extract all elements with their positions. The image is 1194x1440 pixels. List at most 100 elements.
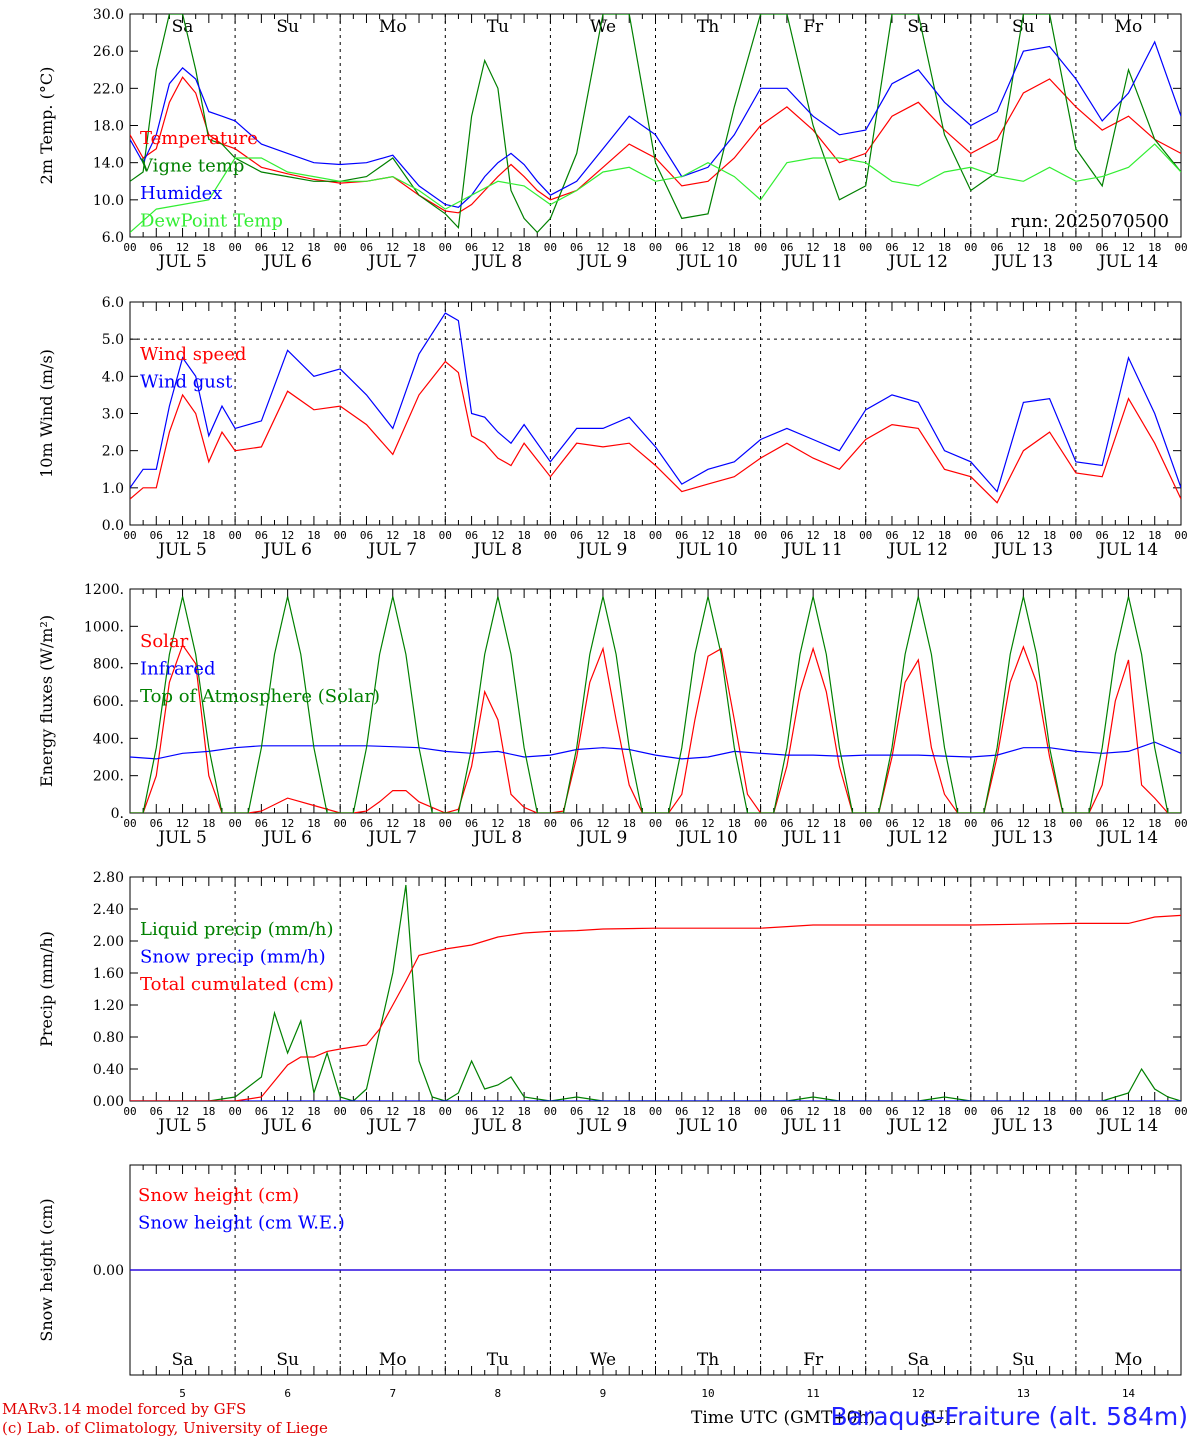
y-tick-label: 1.20 bbox=[93, 998, 124, 1014]
x-hour-label: 18 bbox=[307, 817, 320, 830]
legend-entry: Liquid precip (mm/h) bbox=[140, 919, 334, 940]
x-day-number: 8 bbox=[495, 1387, 502, 1400]
y-tick-label: 0.40 bbox=[93, 1062, 124, 1078]
x-hour-label: 06 bbox=[360, 241, 373, 254]
x-day-label: JUL 6 bbox=[261, 1116, 312, 1136]
x-hour-label: 12 bbox=[807, 817, 820, 830]
x-hour-label: 12 bbox=[1017, 241, 1030, 254]
x-day-number: 10 bbox=[701, 1387, 714, 1400]
x-hour-label: 00 bbox=[228, 241, 241, 254]
weekday-label: Mo bbox=[1115, 1350, 1143, 1370]
y-axis-title: Precip (mm/h) bbox=[37, 931, 56, 1047]
x-hour-label: 18 bbox=[728, 817, 741, 830]
x-hour-label: 06 bbox=[1096, 1105, 1109, 1118]
x-hour-label: 06 bbox=[570, 1105, 583, 1118]
x-day-label: JUL 12 bbox=[887, 252, 948, 272]
x-hour-label: 12 bbox=[281, 529, 294, 542]
x-hour-label: 06 bbox=[360, 817, 373, 830]
x-day-label: JUL 5 bbox=[156, 252, 207, 272]
y-tick-label: 5.0 bbox=[102, 332, 124, 348]
x-hour-label: 18 bbox=[728, 241, 741, 254]
x-hour-label: 06 bbox=[465, 529, 478, 542]
x-hour-label: 12 bbox=[1122, 241, 1135, 254]
legend-entry: Temperature bbox=[140, 128, 258, 149]
series-line-liquid-precip-mm-h- bbox=[130, 884, 1181, 1101]
x-hour-label: 12 bbox=[176, 1105, 189, 1118]
x-hour-label: 18 bbox=[307, 529, 320, 542]
y-tick-label: 3.0 bbox=[102, 407, 124, 423]
x-hour-label: 12 bbox=[386, 817, 399, 830]
series-line-solar bbox=[130, 643, 1181, 813]
y-axis-title: Snow height (cm) bbox=[37, 1198, 56, 1341]
x-hour-label: 00 bbox=[439, 817, 452, 830]
y-tick-label: 14.0 bbox=[93, 156, 124, 172]
x-hour-label: 18 bbox=[518, 817, 531, 830]
y-tick-label: 26.0 bbox=[93, 44, 124, 60]
x-hour-label: 00 bbox=[1069, 241, 1082, 254]
x-day-label: JUL 6 bbox=[261, 252, 312, 272]
x-day-label: JUL 14 bbox=[1097, 828, 1158, 848]
weekday-label: Su bbox=[1012, 1350, 1035, 1370]
x-hour-label: 00 bbox=[754, 817, 767, 830]
x-hour-label: 12 bbox=[491, 817, 504, 830]
x-hour-label: 18 bbox=[938, 529, 951, 542]
x-hour-label: 06 bbox=[780, 817, 793, 830]
x-hour-label: 00 bbox=[228, 817, 241, 830]
x-hour-label: 18 bbox=[1043, 817, 1056, 830]
x-day-label: JUL 8 bbox=[472, 540, 523, 560]
legend-entry: Humidex bbox=[140, 183, 222, 204]
x-hour-label: 06 bbox=[465, 817, 478, 830]
y-tick-label: 1000. bbox=[84, 619, 124, 635]
x-hour-label: 00 bbox=[439, 241, 452, 254]
x-hour-label: 06 bbox=[255, 529, 268, 542]
series-line-wind-speed bbox=[130, 360, 1181, 504]
x-hour-label: 00 bbox=[964, 529, 977, 542]
x-day-label: JUL 9 bbox=[577, 252, 628, 272]
x-hour-label: 06 bbox=[885, 241, 898, 254]
weekday-label: Sa bbox=[907, 17, 929, 37]
x-day-label: JUL 10 bbox=[676, 252, 737, 272]
x-hour-label: 18 bbox=[728, 529, 741, 542]
x-hour-label: 06 bbox=[570, 529, 583, 542]
x-hour-label: 00 bbox=[649, 241, 662, 254]
x-hour-label: 00 bbox=[964, 1105, 977, 1118]
x-hour-label: 00 bbox=[1069, 529, 1082, 542]
x-hour-label: 06 bbox=[150, 1105, 163, 1118]
x-hour-label: 18 bbox=[623, 817, 636, 830]
x-hour-label: 00 bbox=[544, 817, 557, 830]
x-hour-label: 00 bbox=[439, 529, 452, 542]
weekday-label: Fr bbox=[803, 17, 824, 37]
x-hour-label: 00 bbox=[964, 817, 977, 830]
x-day-number: 9 bbox=[600, 1387, 607, 1400]
legend-entry: Wind speed bbox=[140, 344, 246, 365]
legend-entry: Infrared bbox=[140, 659, 215, 680]
y-tick-label: 1.60 bbox=[93, 966, 124, 982]
y-tick-label: 400. bbox=[93, 731, 124, 747]
x-hour-label: 18 bbox=[728, 1105, 741, 1118]
x-hour-label: 18 bbox=[1043, 1105, 1056, 1118]
x-hour-label: 12 bbox=[1017, 529, 1030, 542]
x-hour-label: 12 bbox=[701, 817, 714, 830]
weekday-label: Fr bbox=[803, 1350, 824, 1370]
x-hour-label: 18 bbox=[518, 241, 531, 254]
x-day-label: JUL 13 bbox=[992, 252, 1053, 272]
x-axis-month: JUL bbox=[921, 1408, 955, 1428]
x-day-label: JUL 9 bbox=[577, 540, 628, 560]
x-hour-label: 06 bbox=[1096, 241, 1109, 254]
x-day-label: JUL 13 bbox=[992, 1116, 1053, 1136]
x-hour-label: 06 bbox=[990, 529, 1003, 542]
x-hour-label: 00 bbox=[334, 1105, 347, 1118]
x-day-label: JUL 7 bbox=[366, 828, 417, 848]
x-hour-label: 18 bbox=[938, 817, 951, 830]
weekday-label: Sa bbox=[172, 1350, 194, 1370]
y-tick-label: 0. bbox=[111, 806, 124, 822]
x-day-label: JUL 14 bbox=[1097, 540, 1158, 560]
x-hour-label: 06 bbox=[990, 1105, 1003, 1118]
x-hour-label: 18 bbox=[412, 1105, 425, 1118]
x-hour-label: 18 bbox=[1043, 529, 1056, 542]
y-tick-label: 2.80 bbox=[93, 870, 124, 886]
x-hour-label: 00 bbox=[649, 1105, 662, 1118]
y-tick-label: 2.0 bbox=[102, 444, 124, 460]
x-hour-label: 06 bbox=[780, 529, 793, 542]
weekday-label: Tu bbox=[487, 1350, 509, 1370]
